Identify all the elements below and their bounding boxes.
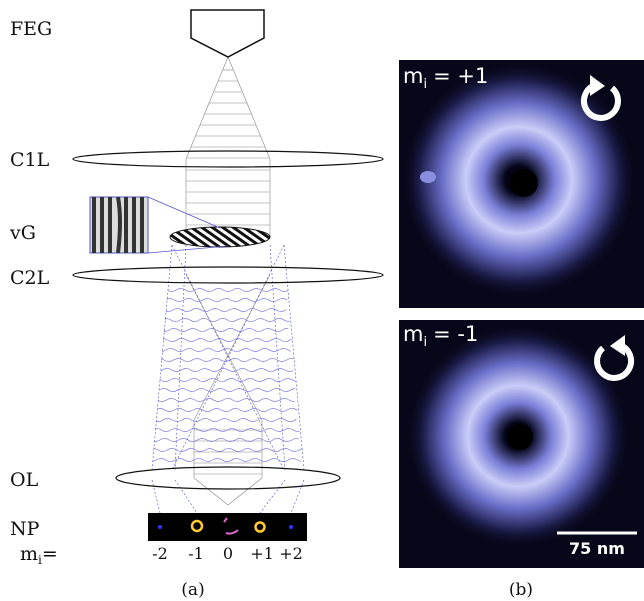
label-ol: OL bbox=[10, 469, 39, 491]
image-minus: mi = -1 75 nm bbox=[399, 320, 644, 568]
mode-label: -1 bbox=[188, 544, 204, 563]
equals: = bbox=[42, 543, 58, 565]
grating-stripe bbox=[118, 197, 120, 253]
subscript: i bbox=[423, 77, 427, 92]
label-vg: vG bbox=[9, 222, 36, 244]
label-c1l: C1L bbox=[10, 149, 50, 171]
diffracted-edge bbox=[291, 480, 304, 513]
mode-label: 0 bbox=[223, 544, 233, 563]
condenser-lens-1 bbox=[73, 151, 383, 167]
wavy-wavefront bbox=[161, 368, 293, 372]
diffracted-edge bbox=[175, 245, 186, 470]
diffracted-edge bbox=[284, 245, 304, 470]
mode-label: +2 bbox=[279, 544, 303, 563]
wavy-wavefront bbox=[160, 378, 296, 382]
symbol: m bbox=[403, 64, 423, 88]
subscript: i bbox=[423, 335, 427, 350]
spot bbox=[158, 525, 162, 529]
diffracted-edge bbox=[260, 480, 285, 513]
mode-label: +1 bbox=[250, 544, 274, 563]
value: = -1 bbox=[433, 322, 478, 346]
mode-label: -2 bbox=[152, 544, 168, 563]
mode-axis-label: mi= bbox=[20, 543, 58, 567]
wavy-wavefront bbox=[162, 358, 294, 362]
wavy-wavefront bbox=[153, 458, 301, 462]
wavy-wavefront bbox=[163, 348, 291, 352]
objective-lens bbox=[116, 467, 340, 489]
beam-edge bbox=[194, 275, 270, 420]
wavy-wavefront bbox=[157, 408, 297, 412]
wavy-wavefront bbox=[159, 388, 295, 392]
optics-column bbox=[152, 57, 304, 513]
wavy-wavefront bbox=[168, 288, 288, 292]
grating-inset bbox=[90, 197, 148, 253]
wavy-wavefront bbox=[165, 318, 289, 322]
wavy-wavefront bbox=[164, 338, 292, 342]
beam-edge bbox=[186, 57, 228, 159]
label-np: NP bbox=[10, 518, 40, 540]
condenser-lens-2 bbox=[73, 267, 383, 283]
beam-edge bbox=[228, 478, 262, 505]
diffracted-edge bbox=[175, 480, 197, 513]
caption-b: (b) bbox=[509, 580, 533, 600]
image-plus: mi = +1 bbox=[399, 60, 644, 308]
mode-labels: -2 -1 0 +1 +2 bbox=[152, 544, 303, 563]
caption-a: (a) bbox=[181, 580, 204, 600]
label-c2l: C2L bbox=[10, 267, 50, 289]
symbol: m bbox=[20, 543, 38, 565]
inset-line bbox=[148, 246, 228, 253]
inset-line bbox=[148, 197, 220, 228]
beam-edge bbox=[186, 275, 262, 420]
value: = +1 bbox=[433, 64, 488, 88]
image-label: mi = -1 bbox=[403, 322, 478, 350]
symbol: m bbox=[403, 322, 423, 346]
wavy-wavefront bbox=[167, 298, 287, 302]
wavy-wavefront bbox=[164, 328, 288, 332]
diffracted-edge bbox=[152, 245, 172, 470]
figure: FEG C1L vG C2L OL NP mi= -2-10+1+2 (a) (… bbox=[0, 0, 644, 601]
diffracted-edge bbox=[270, 245, 285, 470]
beam-edge bbox=[194, 478, 228, 505]
electron-gun bbox=[191, 10, 264, 57]
spot bbox=[289, 525, 293, 529]
vortex-grating bbox=[170, 227, 270, 247]
diffracted-edge bbox=[152, 480, 160, 513]
diffraction-strip bbox=[148, 513, 307, 541]
scale-bar-label: 75 nm bbox=[569, 539, 625, 558]
image-label: mi = +1 bbox=[403, 64, 488, 92]
wavy-wavefront bbox=[166, 308, 286, 312]
beam-edge bbox=[228, 57, 270, 159]
label-feg: FEG bbox=[10, 18, 52, 40]
